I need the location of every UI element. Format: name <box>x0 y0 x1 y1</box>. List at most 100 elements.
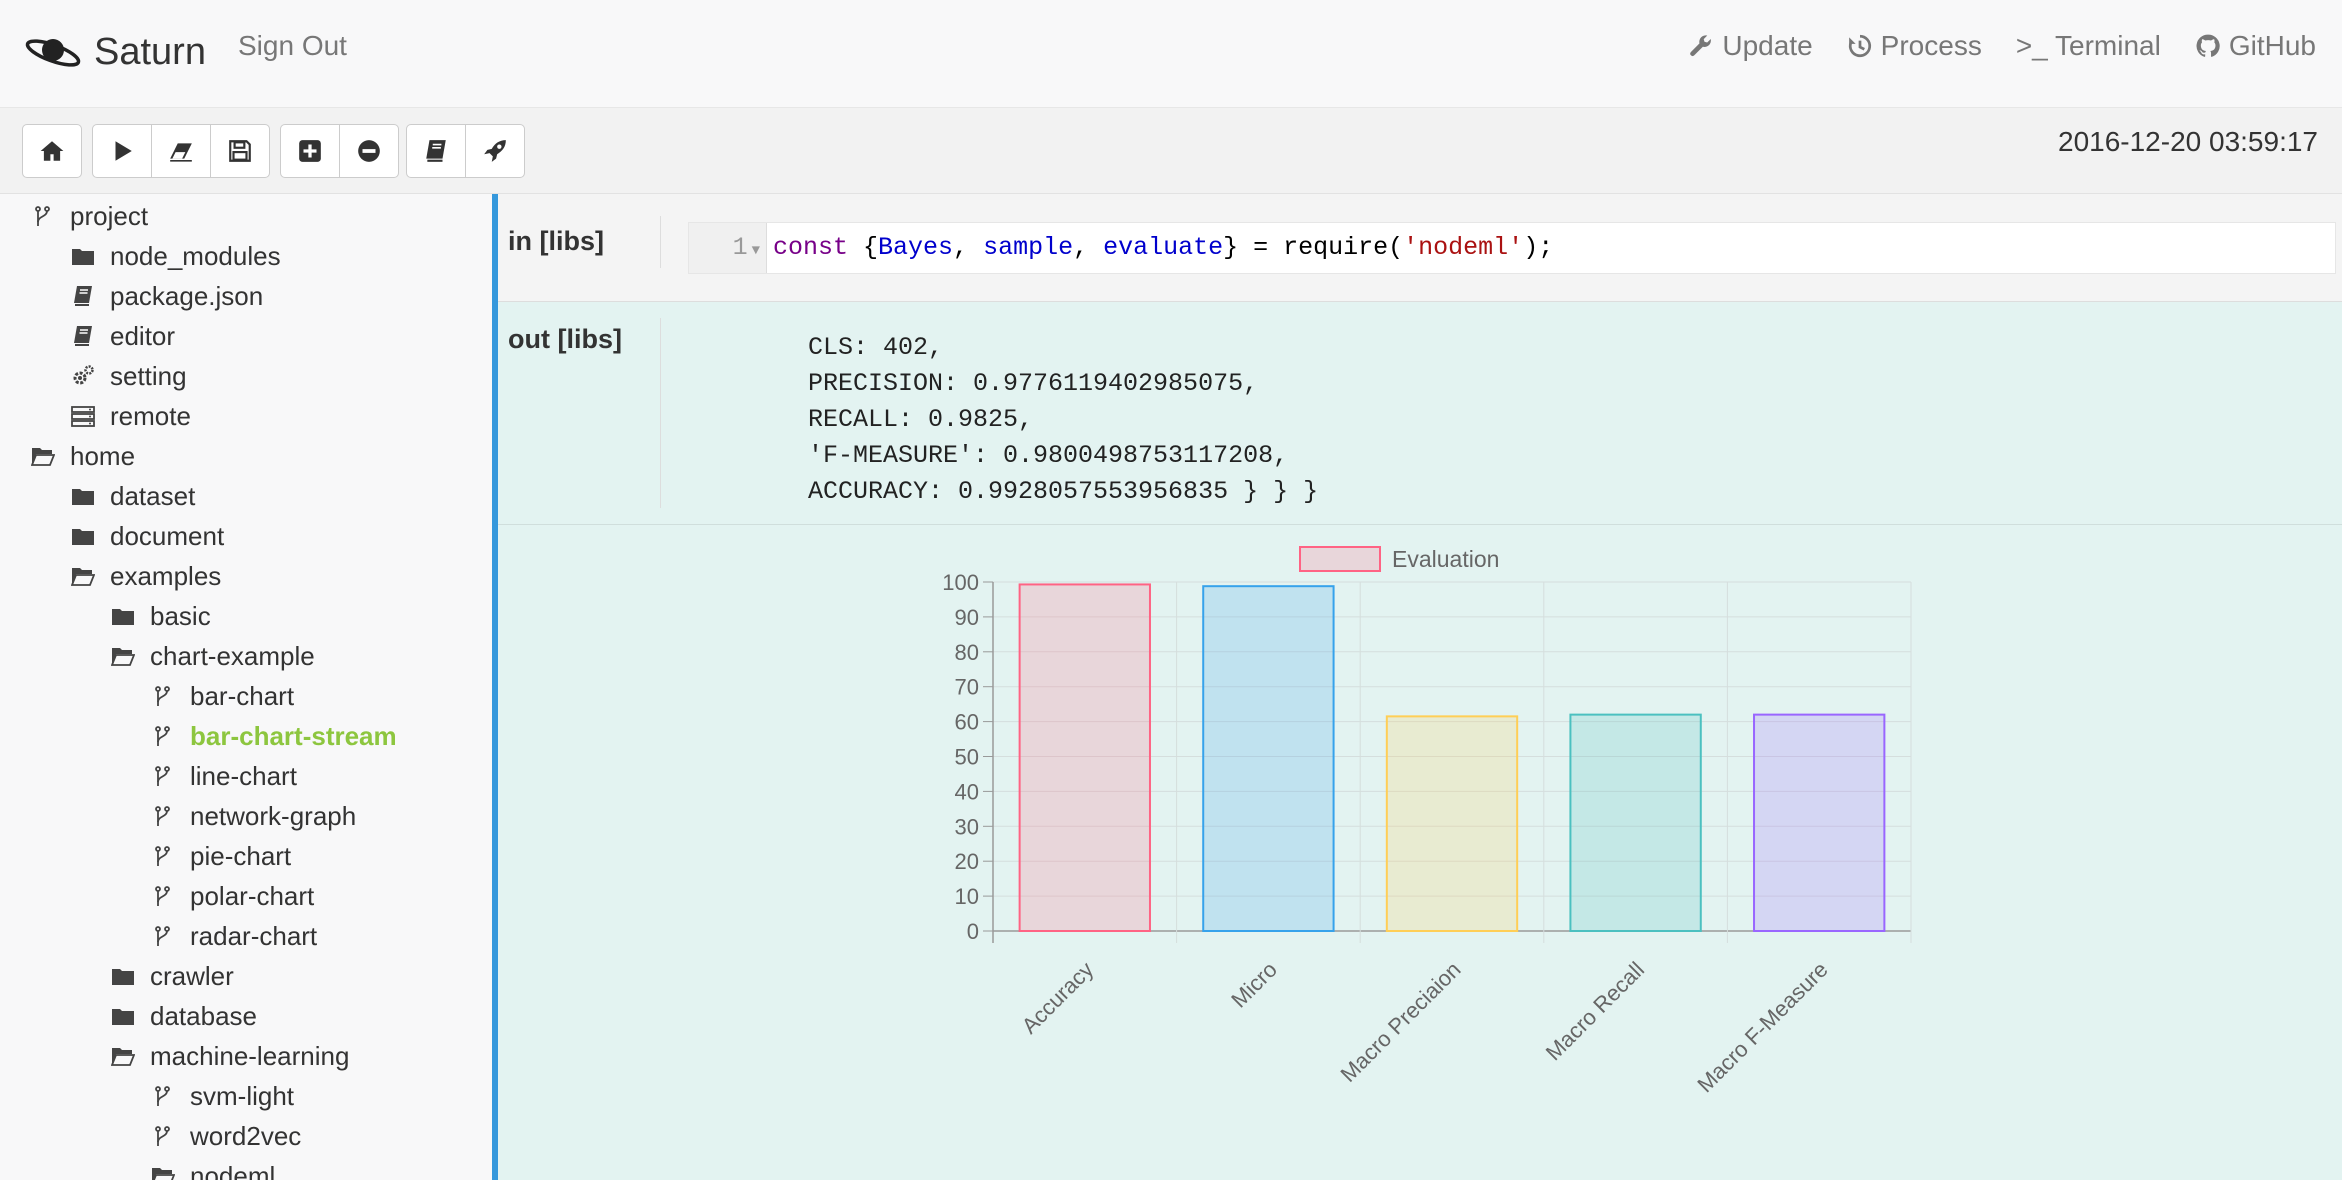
tree-item-pie-chart[interactable]: pie-chart <box>150 836 291 876</box>
tree-item-home[interactable]: home <box>30 436 135 476</box>
tree-item-label: node_modules <box>110 240 281 271</box>
bar <box>1202 585 1335 933</box>
tree-item-node-modules[interactable]: node_modules <box>70 236 281 276</box>
tree-item-word2vec[interactable]: word2vec <box>150 1116 301 1156</box>
y-tick-label: 90 <box>955 605 979 630</box>
x-tick-label: Accuracy <box>1017 957 1099 1039</box>
saturn-logo-icon <box>24 27 82 78</box>
y-tick-label: 0 <box>967 919 979 944</box>
bar <box>1018 583 1151 933</box>
home-button[interactable] <box>22 124 82 178</box>
tree-item-label: home <box>70 440 136 471</box>
folder-icon <box>110 603 136 629</box>
y-tick-label: 30 <box>955 814 979 839</box>
github-link[interactable]: GitHub <box>2195 30 2316 62</box>
code-line: const {Bayes, sample, evaluate} = requir… <box>767 223 1553 273</box>
tree-item-label: radar-chart <box>190 920 318 951</box>
tree-item-polar-chart[interactable]: polar-chart <box>150 876 314 916</box>
tree-item-project[interactable]: project <box>30 196 148 236</box>
tree-item-remote[interactable]: remote <box>70 396 191 436</box>
y-tick-label: 40 <box>955 779 979 804</box>
book-icon <box>70 283 96 309</box>
tree-item-network-graph[interactable]: network-graph <box>150 796 356 836</box>
tree-item-bar-chart-stream[interactable]: bar-chart-stream <box>150 716 397 756</box>
code-var: evaluate <box>1103 233 1224 262</box>
update-label: Update <box>1722 30 1813 61</box>
timestamp: 2016-12-20 03:59:17 <box>2058 126 2318 157</box>
process-link[interactable]: Process <box>1847 30 1982 62</box>
save-icon <box>229 140 251 162</box>
branch-icon <box>150 843 176 869</box>
tree-item-label: setting <box>110 360 187 391</box>
tree-item-label: remote <box>110 400 191 431</box>
tree-item-bar-chart[interactable]: bar-chart <box>150 676 294 716</box>
branch-icon <box>150 883 176 909</box>
tree-item-chart-example[interactable]: chart-example <box>110 636 315 676</box>
server-icon <box>70 403 96 429</box>
tree-item-crawler[interactable]: crawler <box>110 956 234 996</box>
remove-cell-button[interactable] <box>339 124 399 178</box>
branch-icon <box>150 803 176 829</box>
code-punct: ); <box>1523 233 1554 262</box>
nav-links: Update Process >_ Terminal GitHub <box>1688 30 2316 62</box>
tree-item-setting[interactable]: setting <box>70 356 187 396</box>
cell-group <box>280 124 399 178</box>
branch-icon <box>30 203 56 229</box>
input-separator <box>660 216 661 268</box>
fold-arrow-icon[interactable]: ▼ <box>751 243 760 259</box>
tree-item-package-json[interactable]: package.json <box>70 276 263 316</box>
wrench-icon <box>1690 35 1712 56</box>
plus-square-icon <box>299 140 321 162</box>
tree-item-svm-light[interactable]: svm-light <box>150 1076 294 1116</box>
home-group <box>22 124 82 178</box>
clear-button[interactable] <box>151 124 211 178</box>
tree-item-basic[interactable]: basic <box>110 596 211 636</box>
brand-name: Saturn <box>94 30 206 73</box>
tree-item-label: crawler <box>150 960 234 991</box>
folder-open-icon <box>30 443 56 469</box>
code-editor[interactable]: 1 ▼ const {Bayes, sample, evaluate} = req… <box>688 222 2336 274</box>
file-tree: project node_modules package.json editor set… <box>0 194 492 1180</box>
github-icon <box>2196 34 2220 57</box>
folder-icon <box>70 483 96 509</box>
tree-item-document[interactable]: document <box>70 516 224 556</box>
save-button[interactable] <box>210 124 270 178</box>
tree-item-label: machine-learning <box>150 1040 350 1071</box>
add-cell-button[interactable] <box>280 124 340 178</box>
tree-item-database[interactable]: database <box>110 996 257 1036</box>
update-link[interactable]: Update <box>1688 30 1813 62</box>
tree-item-editor[interactable]: editor <box>70 316 175 356</box>
code-string: 'nodeml' <box>1403 233 1524 262</box>
bar <box>1569 713 1702 932</box>
tree-item-label: database <box>150 1000 257 1031</box>
y-tick-label: 100 <box>942 570 979 595</box>
tree-item-label: bar-chart <box>190 680 295 711</box>
output-line: CLS: 402, <box>808 333 944 362</box>
output-separator <box>660 318 661 508</box>
output-label: out [libs] <box>508 324 622 354</box>
deploy-button[interactable] <box>465 124 525 178</box>
tree-item-radar-chart[interactable]: radar-chart <box>150 916 317 956</box>
folder-icon <box>70 523 96 549</box>
y-tick-label: 10 <box>955 884 979 909</box>
bar-chart: 0 10 20 30 40 50 60 70 80 90 100 Accuracy Micro Macro… <box>942 546 1912 1097</box>
tree-item-label: pie-chart <box>190 840 292 871</box>
run-button[interactable] <box>92 124 152 178</box>
book-icon <box>426 140 446 162</box>
brand[interactable]: Saturn <box>24 22 206 82</box>
y-tick-label: 50 <box>955 745 979 770</box>
tree-item-label: line-chart <box>190 760 297 791</box>
github-label: GitHub <box>2228 30 2316 61</box>
library-button[interactable] <box>406 124 466 178</box>
tree-item-machine-learning[interactable]: machine-learning <box>110 1036 349 1076</box>
sign-out-link[interactable]: Sign Out <box>238 30 347 61</box>
tree-item-examples[interactable]: examples <box>70 556 221 596</box>
home-icon <box>40 141 64 161</box>
terminal-link[interactable]: >_ Terminal <box>2016 30 2161 62</box>
code-punct: } = require( <box>1223 233 1404 262</box>
tree-item-dataset[interactable]: dataset <box>70 476 195 516</box>
tree-item-line-chart[interactable]: line-chart <box>150 756 297 796</box>
folder-open-icon <box>150 1163 176 1180</box>
book-icon <box>70 323 96 349</box>
tree-item-nodeml[interactable]: nodeml <box>150 1156 275 1180</box>
